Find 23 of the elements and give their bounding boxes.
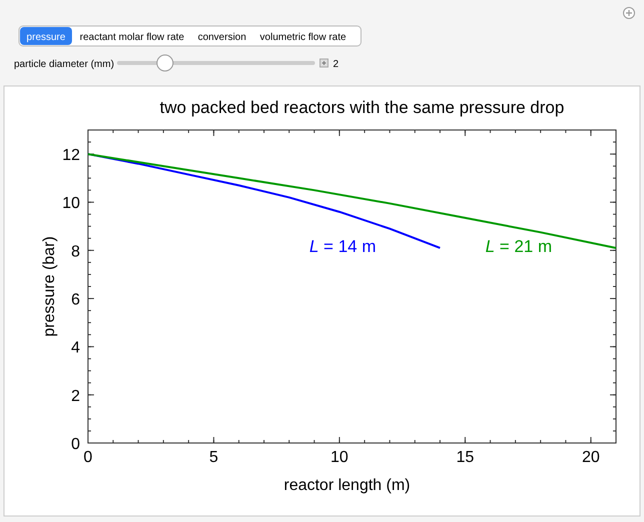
text: conversion <box>198 32 246 43</box>
y-tick-label: 10 <box>62 195 80 212</box>
x-axis-title: reactor length (m) <box>284 477 410 494</box>
x-tick-label: 0 <box>84 449 93 466</box>
chart-title: two packed bed reactors with the same pressure drop <box>160 98 564 117</box>
x-tick-label: 20 <box>582 449 600 466</box>
text: reactant molar flow rate <box>80 32 185 43</box>
text: volumetric flow rate <box>260 32 347 43</box>
x-tick-label: 5 <box>209 449 218 466</box>
text: particle diameter (mm) <box>14 59 114 70</box>
series-label: L = 21 m <box>485 236 552 256</box>
y-tick-label: 2 <box>71 388 80 405</box>
y-axis-title: pressure (bar) <box>41 236 58 337</box>
y-tick-label: 6 <box>71 292 80 309</box>
text: pressure <box>26 32 66 43</box>
text: 2 <box>333 59 339 70</box>
y-tick-label: 4 <box>71 340 80 357</box>
x-tick-label: 10 <box>330 449 348 466</box>
y-tick-label: 12 <box>62 147 80 164</box>
x-tick-label: 15 <box>456 449 474 466</box>
series-label: L = 14 m <box>309 236 376 256</box>
y-tick-label: 8 <box>71 243 80 260</box>
y-tick-label: 0 <box>71 436 80 453</box>
